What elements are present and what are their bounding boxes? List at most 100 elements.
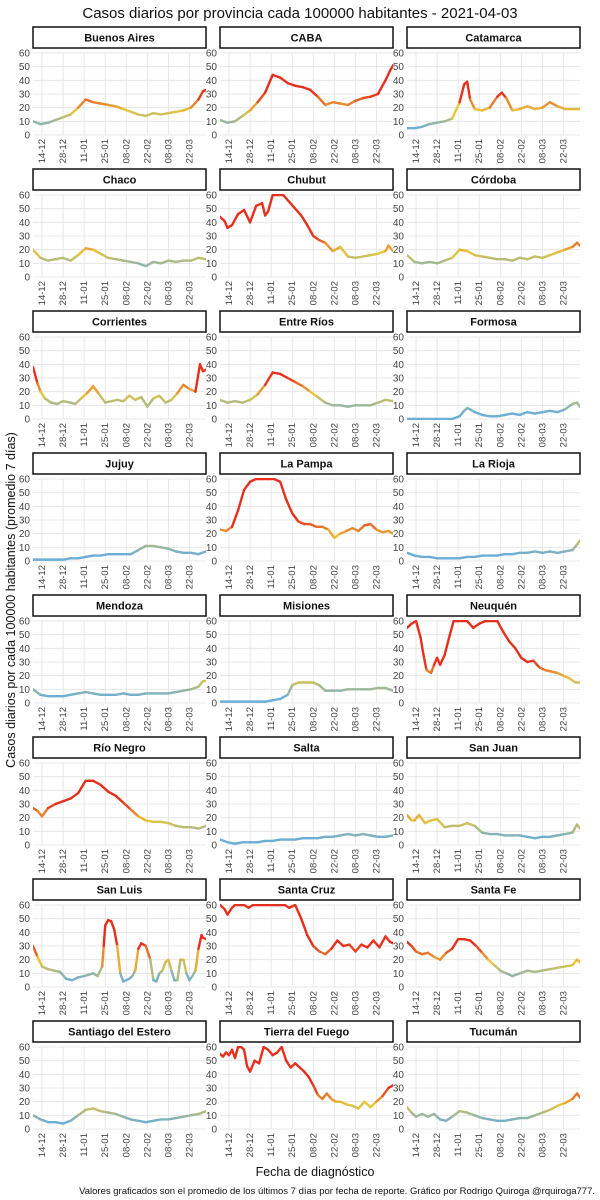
series-segment <box>182 1114 193 1118</box>
x-tick-label: 22-02 <box>329 849 340 873</box>
series-segment <box>575 958 580 964</box>
series-segment <box>503 412 514 417</box>
y-tick-label: 10 <box>393 543 405 554</box>
x-tick-label: 08-03 <box>163 565 174 589</box>
series-segment <box>511 972 522 978</box>
series-segment <box>361 253 372 258</box>
series-segment <box>54 1120 65 1125</box>
facet-label: La Pampa <box>281 459 334 471</box>
y-tick-label: 50 <box>19 914 31 925</box>
series-segment <box>354 255 365 260</box>
series-segment <box>220 118 229 124</box>
x-tick-label: 11-01 <box>266 991 277 1015</box>
facet-label: Mendoza <box>96 601 144 613</box>
x-tick-label: 22-03 <box>371 423 382 447</box>
series-segment <box>96 965 104 978</box>
x-tick-label: 22-02 <box>142 707 153 731</box>
y-tick-label: 20 <box>393 245 405 256</box>
series-segment <box>563 245 574 251</box>
x-tick-label: 22-03 <box>371 1133 382 1157</box>
x-tick-label: 14-12 <box>37 139 48 163</box>
series-segment <box>300 214 309 227</box>
series-line <box>33 1107 206 1125</box>
series-segment <box>387 1084 393 1090</box>
facet-label: San Juan <box>469 743 518 755</box>
facet-strip <box>32 26 207 49</box>
series-segment <box>503 258 514 262</box>
series-segment <box>318 684 327 692</box>
series-segment <box>226 400 237 404</box>
facet-label: Catamarca <box>465 33 522 45</box>
series-segment <box>369 1100 378 1109</box>
series-segment <box>197 933 203 950</box>
series-segment <box>197 1110 206 1116</box>
x-tick-label: 25-01 <box>287 281 298 305</box>
y-tick-label: 20 <box>19 245 31 256</box>
x-tick-label: 11-01 <box>79 139 90 163</box>
x-tick-label: 08-03 <box>163 139 174 163</box>
series-segment <box>114 1112 125 1118</box>
y-tick-label: 10 <box>206 1111 218 1122</box>
x-tick-label: 25-01 <box>287 849 298 873</box>
series-line <box>407 241 580 265</box>
facet-strip <box>32 736 207 759</box>
series-segment <box>278 76 289 85</box>
facet-strip <box>406 878 581 901</box>
x-tick-label: 25-01 <box>474 849 485 873</box>
x-tick-label: 28-12 <box>58 1133 69 1157</box>
x-tick-label: 28-12 <box>58 849 69 873</box>
series-segment <box>122 692 132 696</box>
series-segment <box>505 96 514 112</box>
series-segment <box>263 371 274 387</box>
series-segment <box>233 841 244 845</box>
series-segment <box>426 951 436 959</box>
series-segment <box>526 969 537 974</box>
y-tick-label: 0 <box>211 131 217 142</box>
y-tick-label: 50 <box>206 204 218 215</box>
x-tick-label: 22-02 <box>516 1133 527 1157</box>
series-segment <box>248 100 259 112</box>
y-tick-label: 20 <box>393 387 405 398</box>
y-tick-label: 50 <box>19 772 31 783</box>
series-segment <box>69 106 80 116</box>
series-segment <box>511 551 522 556</box>
facet-panel: La Pampa 0 10 20 30 40 50 60 14-12 28-12 11-01 25-0… <box>206 452 394 589</box>
x-tick-label: 14-12 <box>411 139 422 163</box>
series-segment <box>33 1114 42 1121</box>
facet-label: Corrientes <box>92 317 147 329</box>
x-tick-label: 08-02 <box>308 991 319 1015</box>
series-segment <box>294 380 304 388</box>
y-tick-label: 30 <box>19 658 31 669</box>
y-tick-label: 50 <box>19 488 31 499</box>
x-tick-label: 22-02 <box>516 707 527 731</box>
x-tick-label: 28-12 <box>432 1133 443 1157</box>
series-segment <box>493 963 502 972</box>
x-tick-label: 08-03 <box>350 991 361 1015</box>
y-tick-label: 40 <box>19 644 31 655</box>
x-tick-label: 22-02 <box>516 565 527 589</box>
series-segment <box>167 259 178 264</box>
series-segment <box>84 554 95 559</box>
series-segment <box>413 125 424 130</box>
series-segment <box>438 951 448 961</box>
y-tick-label: 60 <box>19 759 31 770</box>
series-segment <box>575 241 580 247</box>
facet-strip <box>219 168 394 191</box>
x-tick-label: 14-12 <box>37 849 48 873</box>
y-tick-label: 10 <box>19 827 31 838</box>
series-segment <box>271 697 282 702</box>
y-tick-label: 10 <box>19 259 31 270</box>
x-tick-label: 14-12 <box>224 281 235 305</box>
series-segment <box>556 248 567 254</box>
x-tick-label: 22-02 <box>142 281 153 305</box>
series-segment <box>357 524 366 533</box>
y-tick-label: 40 <box>19 360 31 371</box>
series-segment <box>182 383 191 391</box>
series-segment <box>548 409 559 414</box>
series-segment <box>533 255 544 260</box>
x-tick-label: 22-03 <box>184 991 195 1015</box>
series-segment <box>575 401 580 408</box>
series-segment <box>306 223 315 238</box>
x-tick-label: 22-02 <box>329 991 340 1015</box>
y-tick-label: 10 <box>19 685 31 696</box>
